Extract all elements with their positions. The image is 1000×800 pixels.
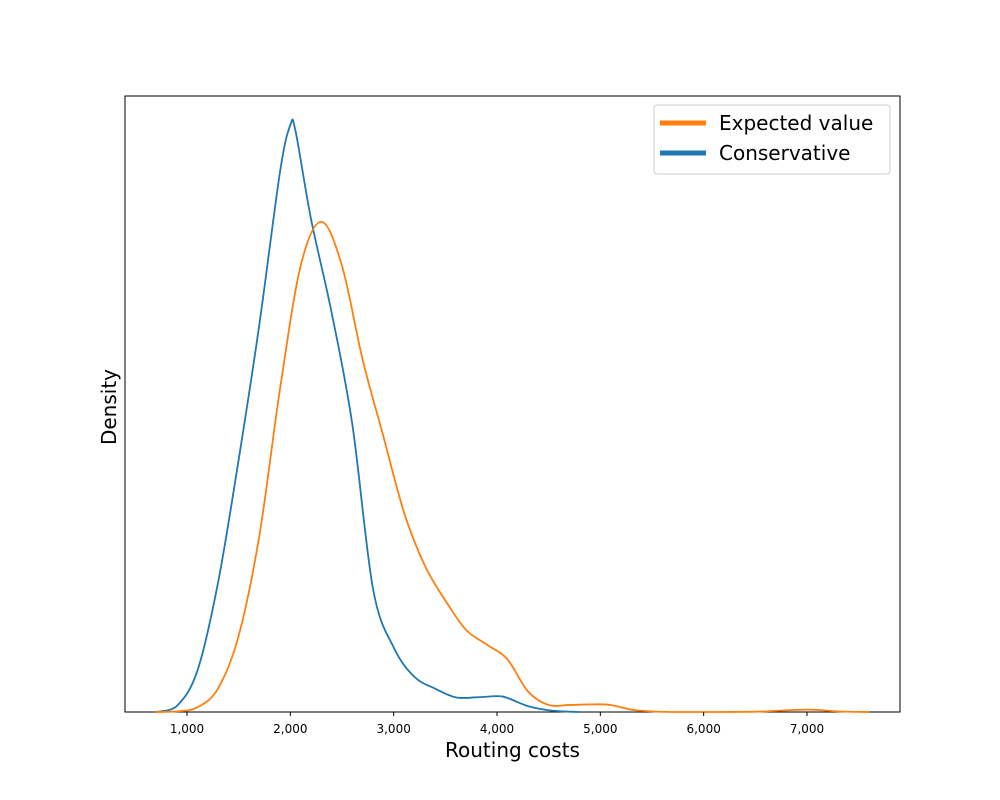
x-axis-label: Routing costs [445,738,580,762]
x-tick-label: 5,000 [583,722,617,736]
plot-area [124,95,901,713]
x-tick-label: 6,000 [686,722,720,736]
y-axis-label: Density [97,369,121,445]
x-tick-label: 2,000 [273,722,307,736]
x-tick-label: 3,000 [376,722,410,736]
legend-frame [653,104,891,175]
x-axis-ticks: 1,000 2,000 3,000 4,000 5,000 6,000 7,000 [170,712,824,736]
x-tick-label: 1,000 [170,722,204,736]
x-tick-label: 4,000 [480,722,514,736]
legend-label-expected-value: Expected value [719,111,873,135]
x-tick-label: 7,000 [790,722,824,736]
series-line-expected-value [155,220,870,713]
series-layer [155,118,870,713]
series-line-conservative [155,118,580,713]
legend: Expected value Conservative [653,104,891,175]
legend-label-conservative: Conservative [719,141,850,165]
